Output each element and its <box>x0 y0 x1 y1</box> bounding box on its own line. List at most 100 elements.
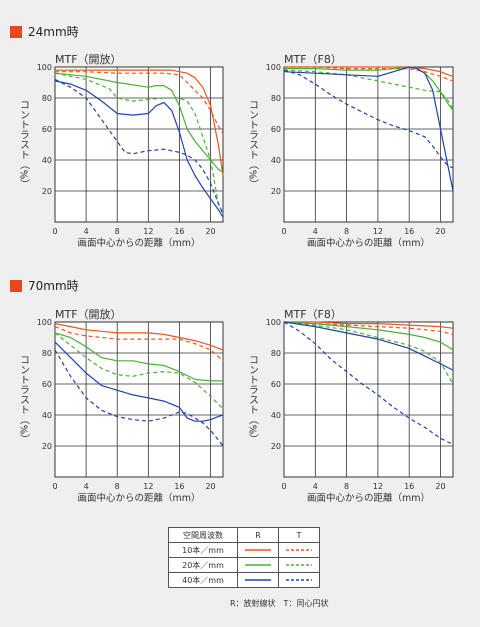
x-tick-label: 20 <box>435 227 445 236</box>
x-tick-label: 12 <box>143 482 153 491</box>
x-tick-label: 8 <box>115 482 120 491</box>
legend-row-10: 10本／mm <box>168 542 320 558</box>
legend-header-r: R <box>237 527 279 543</box>
legend-line-t <box>278 542 320 558</box>
x-tick-label: 16 <box>174 482 184 491</box>
x-tick-label: 20 <box>205 227 215 236</box>
x-axis-label: 画面中心からの距離（mm） <box>77 237 200 249</box>
y-tick-label: 60 <box>271 125 281 134</box>
section-24mm: 24mm時 <box>10 23 79 40</box>
series-line-20-R <box>54 332 223 382</box>
x-axis-label: 画面中心からの距離（mm） <box>77 492 200 504</box>
x-axis-label: 画面中心からの距離（mm） <box>307 237 430 249</box>
series-line-20-T <box>283 321 454 385</box>
chart-title: MTF（F8） <box>284 53 342 66</box>
y-tick-label: 40 <box>271 411 281 420</box>
x-tick-label: 16 <box>404 482 414 491</box>
y-tick-label: 20 <box>42 442 52 451</box>
chart-title: MTF（開放） <box>55 52 122 66</box>
section-70mm: 70mm時 <box>10 277 79 294</box>
series-line-40-T <box>54 349 224 447</box>
legend-line-t <box>278 572 320 588</box>
section-marker <box>10 279 22 292</box>
y-tick-label: 100 <box>37 63 52 72</box>
x-tick-label: 16 <box>174 227 184 236</box>
series-line-10-T <box>55 71 224 135</box>
x-tick-label: 4 <box>313 482 318 491</box>
series-line-40-R <box>54 80 224 218</box>
y-tick-label: 80 <box>271 94 281 103</box>
series-line-20-T <box>54 72 224 215</box>
x-tick-label: 8 <box>115 227 120 236</box>
legend-label: 40本／mm <box>168 572 238 588</box>
series-line-40-R <box>283 321 454 371</box>
series-line-10-R <box>55 69 224 176</box>
x-tick-label: 12 <box>373 482 383 491</box>
x-tick-label: 4 <box>84 227 89 236</box>
x-tick-label: 0 <box>281 482 286 491</box>
legend-header-freq: 空間周波数 <box>168 527 238 543</box>
x-tick-label: 20 <box>435 482 445 491</box>
plot-area <box>283 66 454 223</box>
series-line-10-R <box>284 321 454 329</box>
legend-note: R：放射線状 T：同心円状 <box>230 599 329 608</box>
series-line-10-R <box>54 323 224 351</box>
x-tick-label: 0 <box>52 227 57 236</box>
legend-line-r <box>237 572 279 588</box>
legend-row-20: 20本／mm <box>168 557 320 573</box>
x-tick-label: 4 <box>84 482 89 491</box>
y-tick-label: 60 <box>42 125 52 134</box>
legend-label: 20本／mm <box>168 557 238 573</box>
chart-title: MTF（F8） <box>284 308 342 321</box>
series-line-20-T <box>54 332 224 410</box>
x-tick-label: 8 <box>344 482 349 491</box>
x-tick-label: 0 <box>281 227 286 236</box>
legend-header-t: T <box>278 527 320 543</box>
series-line-40-R <box>54 341 224 422</box>
plot-area <box>54 321 224 478</box>
x-tick-label: 20 <box>205 482 215 491</box>
series-line-20-R <box>283 321 454 351</box>
x-tick-label: 12 <box>373 227 383 236</box>
legend-line-r <box>237 557 279 573</box>
series-line-40-T <box>283 69 454 169</box>
y-axis-label: コントラスト（%） <box>18 355 30 445</box>
x-tick-label: 12 <box>143 227 153 236</box>
y-tick-label: 60 <box>42 380 52 389</box>
series-line-10-R <box>284 66 454 77</box>
legend-table: 空間周波数 R T 10本／mm 20本／mm 40本／mm <box>168 527 320 588</box>
y-tick-label: 80 <box>42 349 52 358</box>
section-title: 24mm時 <box>28 25 79 39</box>
series-line-20-T <box>283 69 454 110</box>
y-tick-label: 100 <box>266 318 281 327</box>
y-tick-label: 80 <box>42 94 52 103</box>
y-tick-label: 20 <box>271 442 281 451</box>
legend-label: 10本／mm <box>168 542 238 558</box>
y-axis-label: コントラスト（%） <box>247 355 259 445</box>
legend-line-r <box>237 542 279 558</box>
y-tick-label: 80 <box>271 349 281 358</box>
x-axis-label: 画面中心からの距離（mm） <box>307 492 430 504</box>
series-line-40-T <box>54 78 224 215</box>
x-tick-label: 4 <box>313 227 318 236</box>
y-tick-label: 40 <box>42 411 52 420</box>
plot-area <box>54 66 224 223</box>
legend-line-t <box>278 557 320 573</box>
y-tick-label: 100 <box>37 318 52 327</box>
chart-title: MTF（開放） <box>55 307 122 321</box>
plot-area <box>283 321 454 478</box>
y-tick-label: 100 <box>266 63 281 72</box>
y-tick-label: 40 <box>42 156 52 165</box>
series-line-40-R <box>283 66 454 192</box>
x-tick-label: 0 <box>52 482 57 491</box>
y-axis-label: コントラスト（%） <box>18 100 30 190</box>
y-tick-label: 60 <box>271 380 281 389</box>
y-tick-label: 20 <box>42 187 52 196</box>
y-tick-label: 20 <box>271 187 281 196</box>
series-line-10-T <box>54 326 224 362</box>
section-marker <box>10 25 22 38</box>
section-title: 70mm時 <box>28 279 79 293</box>
y-tick-label: 40 <box>271 156 281 165</box>
x-tick-label: 16 <box>404 227 414 236</box>
